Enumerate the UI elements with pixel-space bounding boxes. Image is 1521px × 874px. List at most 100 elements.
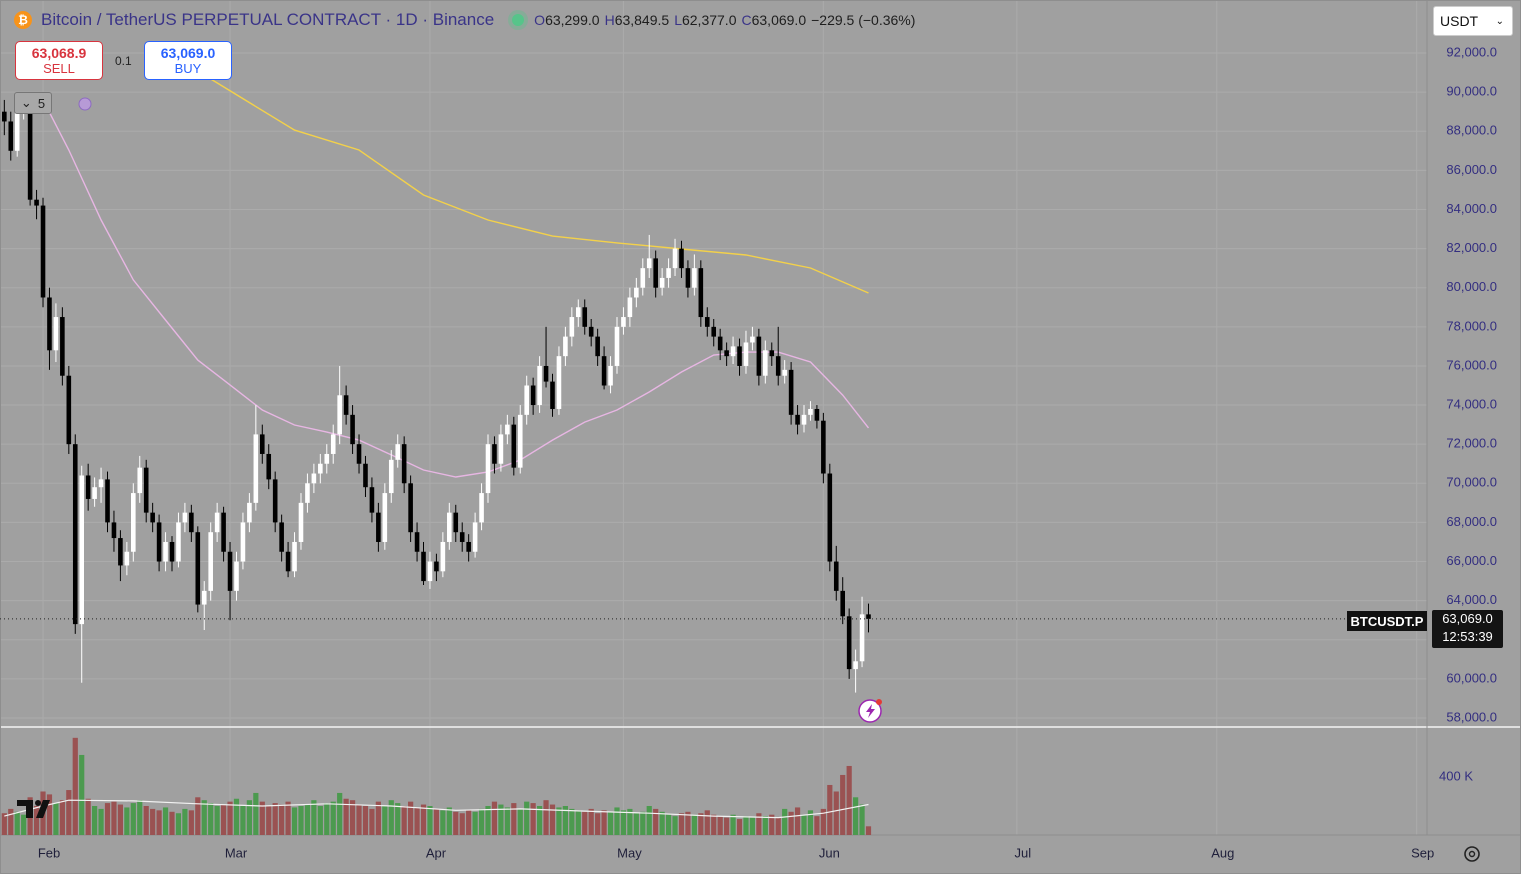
volume-tick-label: 400 K [1439, 768, 1473, 783]
volume-bar [208, 803, 214, 835]
volume-bar [840, 774, 846, 835]
ohlc-key: O [534, 12, 546, 28]
volume-bar [53, 803, 59, 835]
currency-select[interactable]: USDT ⌄ [1433, 6, 1513, 36]
volume-bar [704, 810, 710, 835]
candle-body [376, 512, 381, 542]
sell-button[interactable]: 63,068.9 SELL [15, 41, 103, 80]
candle-body [466, 541, 471, 552]
volume-bar [491, 801, 498, 835]
candle-body [143, 467, 149, 513]
symbol-title[interactable]: Bitcoin / TetherUS PERPETUAL CONTRACT · … [41, 10, 495, 29]
volume-bar [453, 811, 459, 835]
volume-bar [291, 807, 298, 835]
x-tick-label: Aug [1211, 845, 1234, 860]
candle-body [801, 414, 807, 425]
ohlc-values: O63,299.0 H63,849.5 L62,377.0 C63,069.0 −229… [534, 12, 915, 28]
volume-bar [111, 801, 117, 835]
candle-body [711, 326, 717, 337]
volume-bar [775, 817, 781, 835]
candle-body [369, 487, 375, 513]
candle-body [724, 350, 729, 357]
volume-bar [414, 807, 420, 835]
candle-body [537, 365, 542, 406]
moving-average-line [42, 99, 870, 478]
indicators-toggle[interactable]: ⌄ 5 [14, 92, 52, 114]
y-tick-label: 74,000.0 [1446, 396, 1497, 411]
candle-body [388, 459, 394, 494]
volume-bar [685, 811, 691, 835]
candle-body [72, 444, 78, 625]
volume-bar [175, 813, 182, 835]
volume-bar [369, 808, 375, 835]
y-tick-label: 92,000.0 [1446, 44, 1497, 59]
volume-bar [240, 805, 246, 835]
quantity[interactable]: 0.1 [115, 54, 132, 68]
y-tick-label: 84,000.0 [1446, 201, 1497, 216]
candle-body [92, 487, 97, 499]
volume-bar [285, 801, 291, 835]
candle-body [337, 395, 342, 435]
volume-bar [640, 811, 646, 835]
candle-body [253, 434, 259, 503]
candle-body [163, 541, 168, 562]
candle-body [517, 414, 523, 468]
candle-body [511, 424, 517, 468]
volume-bar [504, 807, 510, 835]
candle-body [447, 512, 452, 542]
volume-bar [317, 805, 323, 835]
candle-body [769, 350, 775, 357]
candle-body [492, 444, 497, 464]
candle-body [582, 307, 588, 327]
volume-bar [72, 737, 78, 835]
candle-body [704, 317, 710, 327]
candle-body [169, 541, 175, 562]
volume-bar [266, 805, 272, 835]
volume-bar [137, 800, 143, 835]
y-tick-label: 78,000.0 [1446, 318, 1497, 333]
volume-bar [8, 808, 14, 835]
volume-bar [401, 805, 407, 835]
buy-button[interactable]: 63,069.0 BUY [144, 41, 232, 80]
legend-header: ₿ Bitcoin / TetherUS PERPETUAL CONTRACT … [14, 9, 915, 31]
candle-body [821, 420, 826, 474]
volume-bar [233, 798, 240, 835]
candle-body [47, 297, 52, 351]
volume-bar [124, 807, 130, 835]
candle-body [659, 277, 665, 288]
volume-bar [21, 814, 27, 835]
candle-body [343, 395, 349, 415]
candle-body [395, 444, 401, 460]
volume-bar [807, 810, 814, 835]
candle-body [846, 616, 852, 670]
volume-bar [711, 814, 717, 835]
x-tick-label: Apr [426, 845, 447, 860]
candle-body [111, 522, 117, 539]
candle-body [234, 561, 239, 591]
x-tick-label: Sep [1411, 845, 1434, 860]
volume-bar [472, 811, 478, 835]
candle-body [653, 258, 658, 288]
candle-body [85, 475, 91, 499]
candle-body [756, 336, 762, 376]
tv-logo-dot [35, 800, 41, 806]
candle-body [150, 512, 155, 523]
volume-bar [227, 801, 233, 835]
ohlc-value: 63,849.5 [614, 12, 670, 28]
candle-body [730, 346, 736, 357]
candle-body [782, 369, 787, 376]
volume-bar [562, 805, 568, 835]
volume-bar [543, 800, 549, 835]
candle-body [575, 307, 581, 318]
volume-bar [846, 765, 852, 835]
volume-bar [156, 810, 162, 835]
volume-bar [782, 808, 788, 835]
candle-body [614, 326, 620, 366]
candle-body [201, 590, 207, 605]
volume-bar [820, 808, 826, 835]
volume-bar [143, 805, 149, 835]
volume-bar [607, 811, 614, 835]
candle-body [227, 551, 233, 591]
settings-icon-center [1468, 850, 1476, 858]
